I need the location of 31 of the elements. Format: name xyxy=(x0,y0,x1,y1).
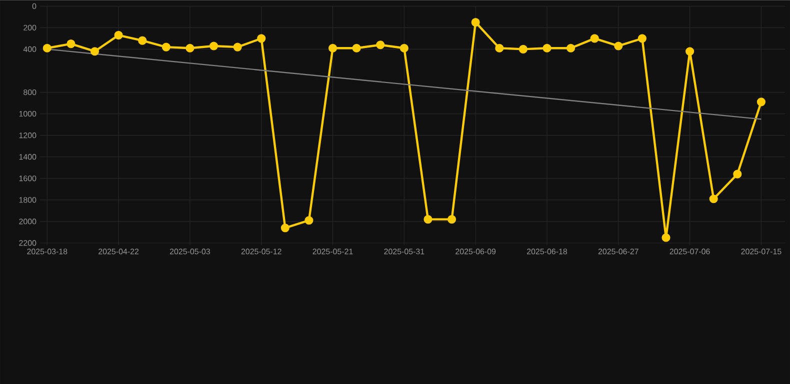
point xyxy=(638,34,646,43)
point xyxy=(709,194,718,204)
point xyxy=(756,98,766,106)
point xyxy=(590,34,599,43)
point xyxy=(162,42,170,52)
point xyxy=(209,42,218,50)
point xyxy=(42,44,52,52)
point xyxy=(448,214,456,224)
point xyxy=(471,18,480,27)
point xyxy=(686,47,694,56)
point xyxy=(352,44,361,52)
point xyxy=(304,216,314,225)
point xyxy=(186,44,194,52)
point xyxy=(424,214,432,224)
point xyxy=(662,233,670,242)
point xyxy=(233,42,242,52)
point xyxy=(328,44,338,52)
point xyxy=(542,44,552,52)
point xyxy=(566,44,576,52)
point xyxy=(518,44,528,54)
point xyxy=(400,44,408,52)
point xyxy=(90,47,100,56)
point xyxy=(114,30,123,40)
point xyxy=(138,36,147,45)
point xyxy=(614,42,623,50)
point xyxy=(376,40,385,50)
point xyxy=(257,34,266,43)
point xyxy=(66,39,76,48)
point xyxy=(280,224,290,232)
point xyxy=(495,44,504,52)
point xyxy=(733,170,742,178)
